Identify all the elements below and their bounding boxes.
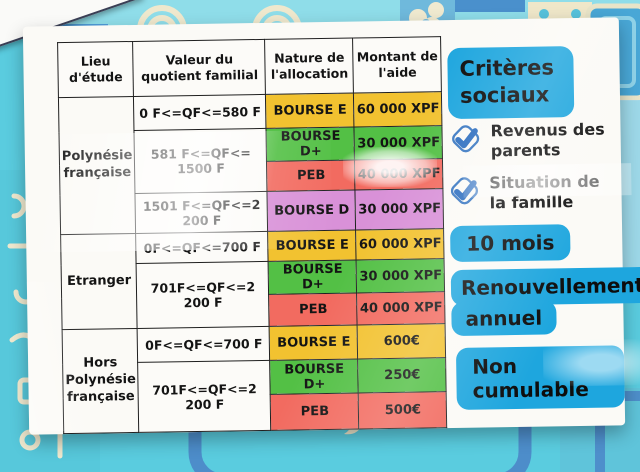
amount-cell: 40 000 XPF bbox=[357, 291, 446, 325]
qf-cell: 0F<=QF<=700 F bbox=[136, 231, 269, 264]
renewal-line2: annuel bbox=[451, 300, 557, 337]
bourse-cell: BOURSE D bbox=[267, 190, 357, 232]
bourse-cell: PEB bbox=[270, 392, 360, 431]
check-icon bbox=[452, 125, 480, 153]
bourse-cell: BOURSE D+ bbox=[270, 358, 359, 395]
amount-cell: 30 000 XPF bbox=[355, 188, 445, 230]
header-row: Lieu d'étude Valeur du quotient familial… bbox=[57, 36, 442, 98]
bourse-cell: BOURSE E bbox=[268, 229, 357, 262]
column-header-montant: Montant de l'aide bbox=[353, 36, 442, 94]
criteria-title-badge: Critères sociaux bbox=[447, 46, 575, 119]
bourse-cell: PEB bbox=[266, 160, 356, 192]
bourse-cell: BOURSE E bbox=[265, 93, 355, 129]
bourse-cell: BOURSE D+ bbox=[266, 127, 355, 162]
amount-cell: 60 000 XPF bbox=[353, 91, 443, 128]
criteria-item-label: Situation de la famille bbox=[489, 171, 600, 213]
scholarship-table: Lieu d'étude Valeur du quotient familial… bbox=[57, 36, 448, 435]
amount-cell: 30 000 XPF bbox=[354, 125, 443, 161]
column-header-quotient: Valeur du quotient familial bbox=[133, 39, 266, 97]
qf-cell: 1501 F<=QF<=2 200 F bbox=[135, 191, 269, 234]
amount-cell: 600€ bbox=[357, 323, 447, 359]
amount-cell: 30 000 XPF bbox=[356, 258, 446, 293]
bourse-cell: BOURSE D+ bbox=[268, 259, 358, 295]
qf-cell: 581 F<=QF<= 1500 F bbox=[134, 128, 268, 194]
criteria-item-revenus: Revenus des parents bbox=[446, 117, 619, 162]
qf-cell: 0F<=QF<=700 F bbox=[137, 326, 271, 363]
amount-cell: 40 000 XPF bbox=[354, 158, 444, 191]
criteria-item-situation: Situation de la famille bbox=[445, 169, 618, 214]
qf-cell: 0 F<=QF<=580 F bbox=[133, 94, 267, 131]
paper-sheet: Lieu d'étude Valeur du quotient familial… bbox=[22, 17, 640, 435]
location-cell-etranger: Etranger bbox=[60, 233, 138, 330]
duration-badge: 10 mois bbox=[450, 224, 571, 263]
location-cell-polynesie: Polynésie française bbox=[58, 96, 137, 235]
qf-cell: 701F<=QF<=2 200 F bbox=[136, 261, 270, 329]
amount-cell: 250€ bbox=[358, 357, 447, 393]
location-cell-hors-polynesie: Hors Polynésie française bbox=[62, 328, 140, 434]
amount-cell: 60 000 XPF bbox=[356, 228, 445, 260]
table-wrap: Lieu d'étude Valeur du quotient familial… bbox=[57, 36, 448, 435]
bourse-cell: PEB bbox=[269, 292, 358, 327]
check-icon bbox=[450, 177, 479, 205]
renewal-badge: Renouvellement annuel bbox=[450, 266, 640, 337]
bourse-cell: BOURSE E bbox=[269, 324, 359, 361]
column-header-lieu: Lieu d'étude bbox=[57, 41, 134, 98]
amount-cell: 500€ bbox=[358, 391, 448, 429]
qf-cell: 701F<=QF<=2 200 F bbox=[138, 360, 272, 433]
criteria-item-label: Revenus des parents bbox=[490, 119, 605, 161]
column-header-nature: Nature de l'allocation bbox=[265, 38, 354, 95]
non-cumulative-badge: Non cumulable bbox=[455, 345, 625, 410]
